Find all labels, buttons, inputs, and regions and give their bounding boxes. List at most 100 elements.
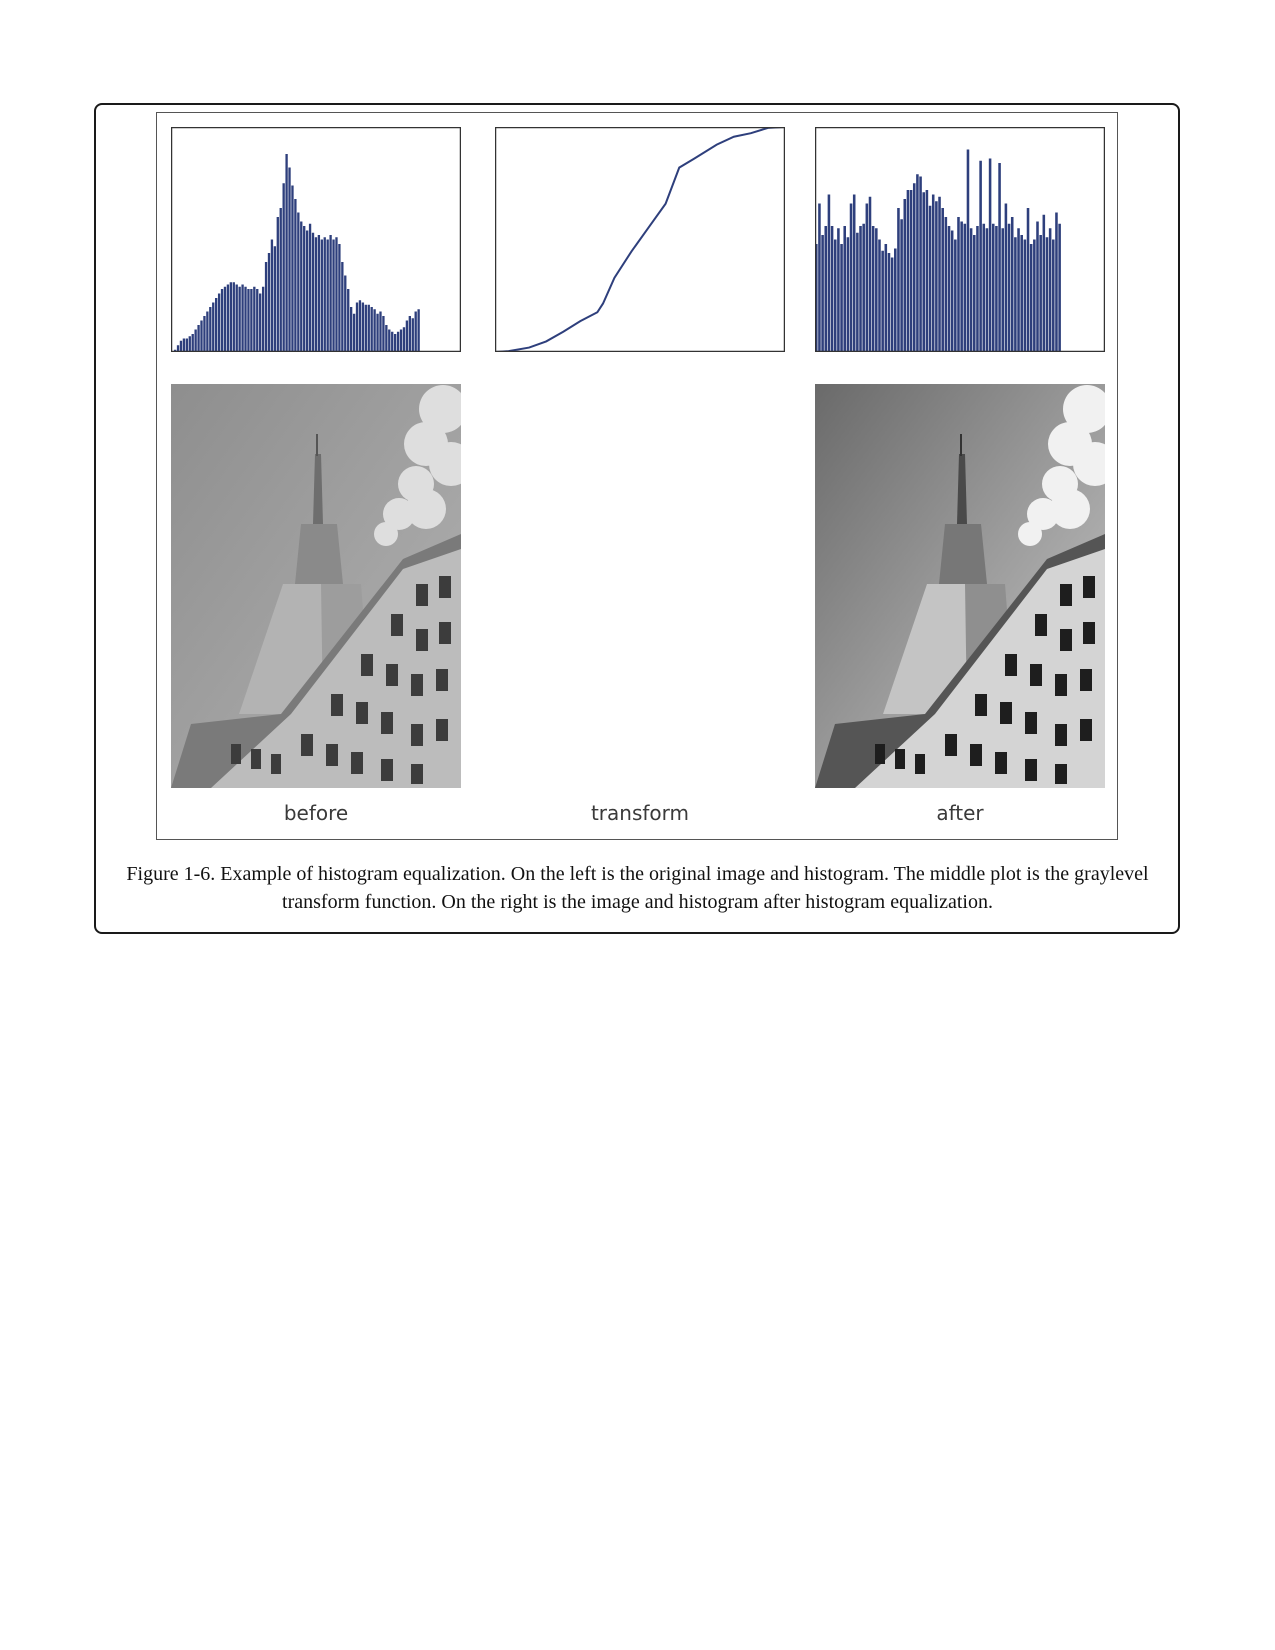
histogram-before-bar [329, 235, 332, 352]
histogram-after-bar [912, 183, 916, 352]
histogram-before-bar [212, 302, 215, 352]
histogram-after-bar [833, 239, 837, 352]
histogram-after-bar [969, 228, 973, 352]
histogram-before-bar [358, 300, 362, 352]
histogram-after-bar [824, 226, 828, 352]
histogram-before-bar [347, 289, 350, 352]
histogram-before-bar [379, 311, 382, 352]
histogram-before-bar [203, 316, 206, 352]
label-before: before [283, 801, 349, 825]
histogram-after-bar [950, 230, 954, 352]
histogram-before-bar [291, 185, 294, 352]
histogram-after-bar [941, 208, 944, 352]
histogram-before-bar [399, 329, 403, 352]
histogram-after-bar [998, 163, 1001, 352]
histogram-after-bar [837, 228, 840, 352]
histogram-after-bar [881, 250, 884, 352]
histogram-before-bar [326, 239, 329, 352]
histogram-before-bar [408, 316, 411, 352]
histogram-after-bar [862, 223, 865, 352]
histogram-after-bar [938, 196, 941, 352]
histogram-before-bar [367, 304, 370, 352]
transform-curve-chart [495, 127, 785, 352]
histogram-before-bar [256, 289, 259, 352]
histogram-after-bar [976, 226, 979, 352]
histogram-after-bar [963, 223, 967, 352]
histogram-after-bar [1020, 235, 1023, 352]
histogram-after-bar [1023, 239, 1027, 352]
figure-panel-frame [156, 112, 1118, 840]
histogram-after-bar [922, 192, 926, 352]
histogram-before-bar [273, 246, 277, 352]
histogram-before-bar [197, 325, 200, 352]
histogram-after-bar [856, 232, 859, 352]
histogram-before-bar [338, 244, 341, 352]
histogram-before-bar [388, 329, 391, 352]
histogram-before-bar [314, 237, 318, 352]
histogram-before-bar [335, 237, 338, 352]
histogram-before-bar [376, 313, 379, 352]
histogram-after-bar [884, 244, 888, 352]
figure-caption: Figure 1-6. Example of histogram equaliz… [126, 863, 1149, 913]
histogram-after-bar [1042, 214, 1046, 352]
histogram-after-bar [1010, 217, 1014, 352]
histogram-before-bar [176, 345, 180, 352]
histogram-before-bar [364, 304, 367, 352]
histogram-after-bar [1001, 228, 1005, 352]
histogram-before-bar [355, 302, 359, 352]
histogram-before-bar [396, 331, 400, 352]
histogram-after-bar [960, 221, 963, 352]
histogram-after-bar [916, 174, 919, 352]
histogram-after-bar [909, 190, 913, 352]
histogram-before-bar [229, 282, 233, 352]
histogram-after-bar [903, 199, 907, 352]
histogram-after-bar [846, 237, 850, 352]
histogram-after-bar [906, 190, 910, 352]
histogram-after-bar [849, 203, 853, 352]
histogram-after-bar [1045, 237, 1049, 352]
histogram-before-bar [259, 293, 262, 352]
building-photo-before [171, 384, 461, 788]
histogram-before-bar [244, 286, 247, 352]
histogram-after-bar [1007, 223, 1011, 352]
histogram-before-bar [294, 199, 297, 352]
histogram-after-bar [887, 253, 891, 352]
histogram-after-bar [830, 226, 834, 352]
histogram-after-bar [995, 226, 998, 352]
histogram-before-bar [285, 154, 288, 352]
histogram-before-bar [417, 309, 420, 352]
histogram-after-bar [935, 201, 938, 352]
histogram-after-bar [1055, 212, 1058, 352]
histogram-after-bar [878, 239, 881, 352]
histogram-before-bar [341, 262, 344, 352]
histogram-before-bar [232, 282, 235, 352]
histogram-after-bar [985, 228, 989, 352]
histogram-before-bar [402, 327, 406, 352]
histogram-before-bar [276, 217, 279, 352]
histogram-before-bar [332, 239, 335, 352]
histogram-before-bar [217, 293, 221, 352]
histogram-before-bar [261, 286, 265, 352]
histogram-after-chart [815, 127, 1105, 352]
histogram-after-bar [1052, 239, 1055, 352]
building-photo-after [815, 384, 1105, 788]
histogram-after-bar [928, 205, 932, 352]
histogram-before-bar [414, 311, 417, 352]
label-after: after [936, 801, 984, 825]
histogram-before-bar [393, 334, 397, 352]
histogram-after-bar [894, 248, 897, 352]
label-transform: transform [590, 801, 690, 825]
histogram-before-bar [282, 183, 285, 352]
histogram-before-bar [206, 311, 209, 352]
histogram-before-bar [191, 334, 194, 352]
histogram-before-bar [194, 329, 197, 352]
histogram-before-bar [323, 237, 326, 352]
histogram-before-bar [179, 340, 183, 352]
histogram-before-bar [267, 253, 271, 352]
histogram-before-bar [264, 262, 268, 352]
histogram-after-bar [988, 158, 992, 352]
histogram-before-bar [250, 289, 253, 352]
histogram-before-bar [223, 286, 227, 352]
histogram-after-bar [871, 226, 875, 352]
histogram-after-bar [843, 226, 846, 352]
